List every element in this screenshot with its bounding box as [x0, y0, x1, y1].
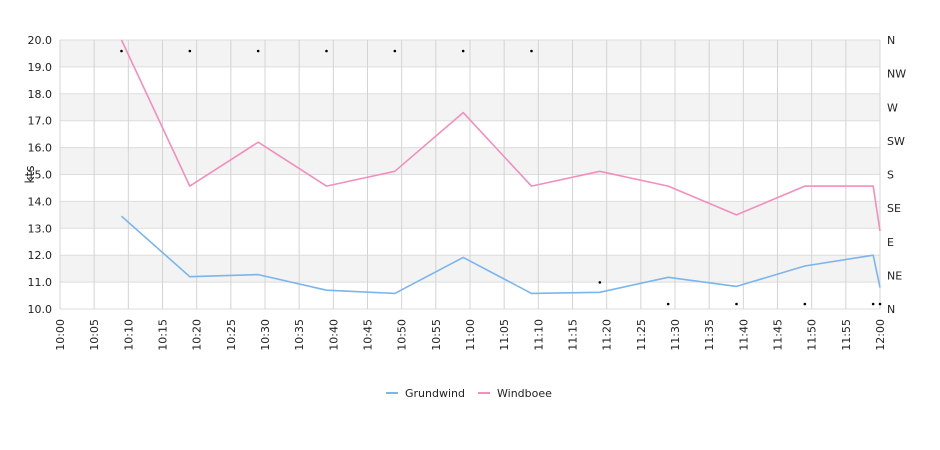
x-tick-label: 11:25: [635, 319, 648, 351]
x-tick-label: 10:10: [122, 319, 135, 351]
direction-marker: [188, 49, 192, 53]
y-axis-ticks: 10.0 11.0 12.0 13.0 14.0 15.0 16.0 17.0 18.0 19.0…: [28, 34, 53, 316]
x-tick-label: 10:55: [430, 319, 443, 351]
y-tick-label: 11.0: [28, 276, 53, 289]
direction-marker: [325, 49, 328, 53]
y-tick-label: 13.0: [28, 222, 53, 235]
legend-label: Windboee: [497, 387, 552, 400]
x-tick-label: 10:40: [327, 319, 340, 351]
direction-marker: [871, 302, 875, 306]
y-tick-label: 17.0: [28, 115, 53, 128]
y-axis-title: kts: [23, 166, 37, 184]
x-tick-label: 11:15: [567, 319, 580, 351]
y-tick-label: 20.0: [28, 34, 53, 47]
x-tick-label: 11:30: [669, 319, 682, 351]
x-tick-label: 10:00: [54, 319, 67, 351]
y-tick-label: 15.0: [28, 169, 53, 182]
series-line-windboee: [120, 39, 881, 232]
x-tick-label: 11:45: [772, 319, 785, 351]
x-tick-label: 11:10: [532, 319, 545, 351]
x-tick-label: 11:35: [703, 319, 716, 351]
y-tick-label: 10.0: [28, 303, 53, 316]
direction-tick-label: N: [887, 34, 895, 47]
series-line-grundwind: [120, 215, 881, 295]
x-tick-label: 11:00: [464, 319, 477, 351]
direction-marker: [878, 302, 882, 306]
x-tick-label: 10:20: [191, 319, 204, 351]
direction-tick-label: S: [887, 169, 894, 182]
x-tick-label: 10:05: [88, 319, 101, 351]
x-tick-label: 11:50: [806, 319, 819, 351]
direction-marker: [393, 49, 397, 53]
direction-tick-label: W: [887, 101, 898, 114]
direction-marker: [598, 281, 602, 284]
x-tick-label: 11:20: [601, 319, 614, 351]
x-tick-label: 10:35: [293, 319, 306, 351]
legend-label: Grundwind: [405, 387, 465, 400]
x-tick-label: 10:45: [362, 319, 375, 351]
direction-markers: [120, 49, 882, 306]
x-axis-ticks: 10:00 10:05 10:10 10:15 10:20 10:25 10:30 10:35…: [54, 319, 887, 351]
direction-marker: [120, 49, 123, 53]
x-tick-label: 10:25: [225, 319, 238, 351]
x-tick-label: 10:30: [259, 319, 272, 351]
direction-tick-label: E: [887, 236, 894, 249]
grid-lines: [59, 39, 881, 310]
direction-marker: [735, 302, 738, 306]
x-tick-label: 11:55: [840, 319, 853, 351]
direction-marker: [461, 49, 465, 53]
direction-marker: [530, 49, 533, 53]
legend: Grundwind Windboee: [386, 387, 552, 400]
direction-tick-label: NW: [887, 68, 906, 81]
y-tick-label: 14.0: [28, 195, 53, 208]
series-lines: [120, 39, 881, 295]
x-tick-label: 10:50: [396, 319, 409, 351]
direction-tick-label: N: [887, 303, 895, 316]
y-tick-label: 12.0: [28, 249, 53, 262]
y2-axis-ticks: N NE E SE S SW W NW N: [887, 34, 906, 316]
direction-tick-label: SW: [887, 135, 905, 148]
x-tick-label: 12:00: [874, 319, 887, 351]
direction-tick-label: SE: [887, 202, 901, 215]
x-tick-label: 10:15: [157, 319, 170, 351]
y-tick-label: 19.0: [28, 61, 53, 74]
y-tick-label: 16.0: [28, 142, 53, 155]
x-tick-label: 11:05: [498, 319, 511, 351]
y-tick-label: 18.0: [28, 88, 53, 101]
x-tick-label: 11:40: [737, 319, 750, 351]
direction-marker: [256, 49, 260, 53]
direction-tick-label: NE: [887, 269, 902, 282]
direction-marker: [803, 302, 807, 306]
direction-marker: [666, 302, 670, 306]
